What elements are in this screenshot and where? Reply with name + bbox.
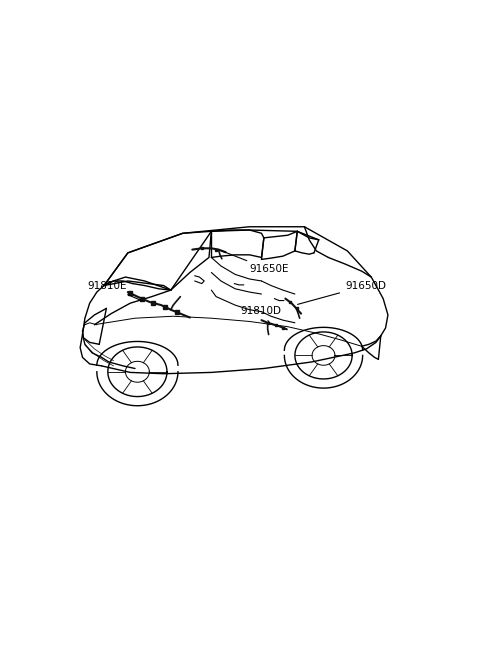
Text: 91650E: 91650E — [221, 251, 289, 274]
Text: 91810E: 91810E — [87, 281, 142, 301]
Text: 91810D: 91810D — [240, 306, 281, 323]
Text: 91650D: 91650D — [298, 281, 386, 304]
